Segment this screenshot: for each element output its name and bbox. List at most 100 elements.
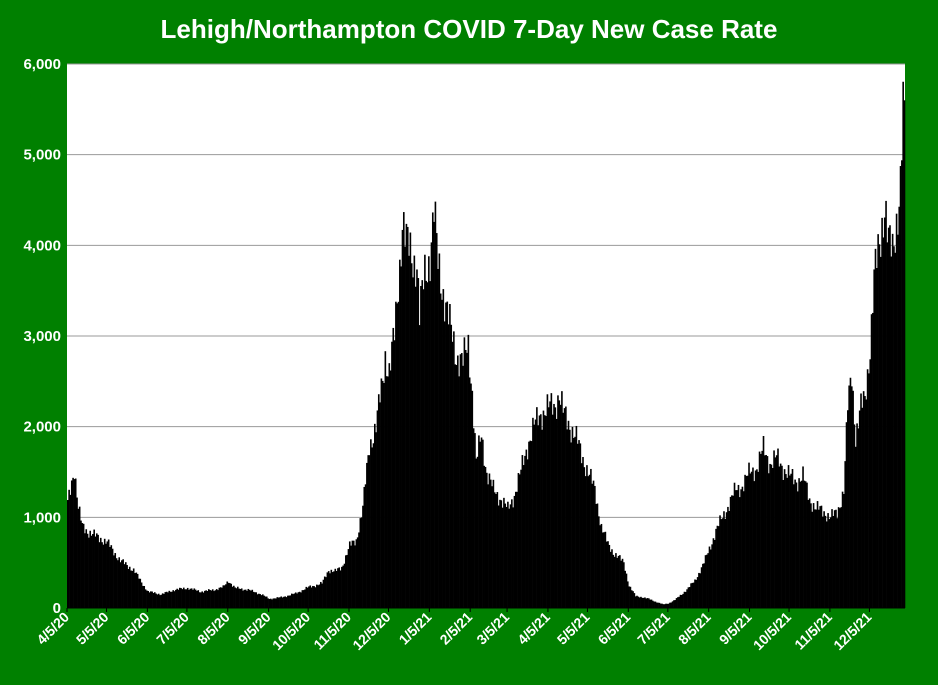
bar — [856, 423, 858, 608]
bar — [686, 589, 688, 608]
bar — [467, 334, 470, 608]
bar — [123, 564, 126, 608]
bar — [454, 364, 456, 608]
bar — [745, 475, 748, 608]
bar — [727, 506, 729, 608]
bar — [878, 244, 881, 608]
bar — [876, 268, 878, 608]
bar — [126, 565, 128, 608]
bar — [355, 539, 358, 608]
bar — [227, 582, 230, 608]
bar — [706, 554, 708, 608]
bar — [238, 588, 240, 608]
y-tick-label: 3,000 — [23, 328, 61, 345]
bar — [529, 440, 532, 608]
bar — [264, 596, 267, 608]
bar — [290, 593, 293, 608]
bar — [160, 594, 163, 608]
bar — [435, 233, 438, 609]
bar — [217, 590, 219, 608]
bar — [451, 341, 454, 608]
bar — [543, 415, 546, 608]
bar — [866, 369, 869, 608]
bar — [849, 377, 852, 608]
bar — [447, 324, 450, 608]
bar — [478, 435, 480, 608]
x-tick-label: 7/5/20 — [153, 609, 192, 648]
bar — [121, 560, 123, 608]
bar — [72, 477, 74, 608]
bar — [246, 590, 248, 608]
bar — [317, 585, 319, 608]
bar — [347, 549, 350, 608]
bar — [69, 494, 72, 608]
bar — [88, 537, 90, 608]
bar — [418, 325, 421, 608]
bar — [608, 544, 611, 608]
bar — [541, 429, 543, 608]
bar — [453, 331, 455, 608]
bar — [603, 532, 605, 608]
bar — [885, 200, 887, 609]
bar — [649, 599, 652, 608]
bar — [476, 456, 479, 608]
bar — [67, 500, 69, 608]
bar — [833, 510, 836, 608]
bar — [90, 535, 93, 608]
bar — [621, 558, 624, 608]
bar — [147, 591, 149, 608]
bar — [396, 303, 399, 608]
bar — [677, 597, 679, 608]
bar — [156, 594, 159, 608]
bar — [97, 534, 99, 608]
bar — [628, 586, 630, 608]
bar — [375, 432, 377, 608]
bar — [790, 473, 792, 608]
bar — [890, 256, 893, 608]
bar — [327, 571, 330, 608]
bar — [209, 590, 211, 608]
bar — [139, 578, 142, 608]
bar — [766, 456, 769, 608]
bar — [534, 419, 537, 608]
bar — [781, 465, 783, 608]
bar — [518, 474, 521, 608]
bar — [624, 570, 626, 608]
bar — [157, 593, 160, 608]
bar — [207, 589, 210, 608]
bar — [691, 582, 694, 608]
bar — [848, 385, 850, 608]
bar — [533, 424, 536, 608]
x-tick-label: 10/5/20 — [269, 609, 313, 653]
bar — [566, 429, 568, 608]
bar — [176, 588, 178, 608]
bar — [601, 532, 604, 608]
bar — [661, 603, 663, 608]
bar — [703, 563, 706, 608]
bar — [254, 592, 256, 608]
bar — [250, 590, 252, 608]
bar — [530, 441, 533, 608]
bar — [501, 507, 504, 608]
bar — [720, 519, 723, 608]
bar — [852, 390, 854, 608]
bar — [520, 469, 522, 608]
bar — [732, 495, 735, 608]
bar — [189, 588, 192, 608]
bar — [119, 562, 122, 608]
bar — [615, 553, 617, 608]
bar — [673, 600, 675, 608]
bar — [358, 532, 360, 608]
bar — [847, 410, 849, 608]
bar — [665, 603, 667, 608]
bar — [198, 592, 201, 608]
bar — [230, 583, 233, 608]
bar — [877, 234, 879, 608]
bar — [698, 572, 700, 608]
bar — [738, 497, 741, 608]
bar — [335, 571, 338, 608]
bar — [571, 426, 574, 608]
bar — [658, 602, 661, 608]
bar — [592, 480, 595, 608]
bars — [67, 81, 906, 609]
